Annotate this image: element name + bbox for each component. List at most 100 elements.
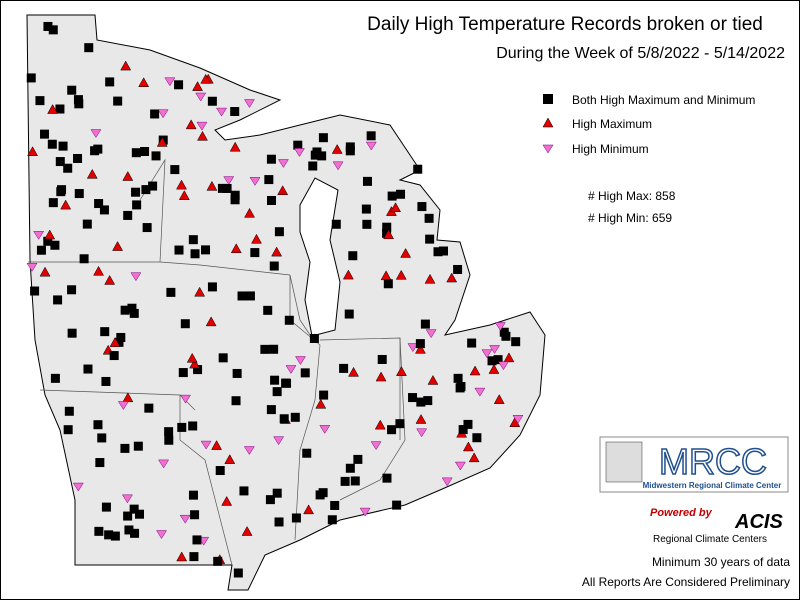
station-both [164, 435, 174, 445]
station-high-min [121, 494, 133, 504]
station-both [233, 568, 243, 578]
station-both [309, 333, 319, 343]
station-both [43, 236, 53, 246]
station-high-min [474, 387, 486, 397]
station-both [279, 414, 289, 424]
subtitle: During the Week of 5/8/2022 - 5/14/2022 [496, 45, 785, 62]
station-both [40, 129, 50, 139]
station-both [230, 195, 240, 205]
station-both [231, 396, 241, 406]
acis-name: Regional Climate Centers [653, 534, 767, 545]
station-both [83, 364, 93, 374]
station-both [420, 319, 430, 329]
station-both [55, 157, 65, 167]
station-high-min [130, 272, 142, 282]
station-both [266, 405, 276, 415]
station-both [218, 353, 228, 363]
station-both [133, 441, 143, 451]
station-both [35, 96, 45, 106]
station-both [26, 73, 36, 83]
station-high-min [295, 356, 306, 365]
station-both [105, 77, 115, 87]
legend-label: High Maximum [572, 117, 652, 131]
station-both [215, 466, 225, 476]
station-both [129, 504, 139, 514]
station-high-max [230, 243, 242, 254]
station-high-max [120, 60, 132, 71]
station-both [377, 354, 387, 364]
station-high-max [503, 352, 515, 363]
station-high-max [176, 551, 188, 562]
station-both [463, 419, 473, 429]
station-high-max [271, 246, 283, 257]
station-both [345, 146, 355, 156]
footer-note: Minimum 30 years of data [652, 555, 790, 569]
station-both [272, 387, 282, 397]
station-both [140, 146, 150, 156]
station-high-max [104, 274, 116, 285]
station-high-max [488, 364, 500, 374]
station-both [141, 185, 151, 195]
station-both [239, 486, 249, 496]
station-high-min [164, 77, 176, 87]
border [319, 337, 406, 501]
station-both [413, 164, 423, 174]
station-both [213, 556, 223, 566]
station-both [30, 286, 40, 296]
station-both [416, 397, 426, 407]
legend-label: Both High Maximum and Minimum [572, 93, 755, 107]
station-both [67, 285, 77, 295]
station-both [188, 421, 198, 431]
station-both [353, 454, 363, 464]
station-both [177, 422, 187, 432]
border [289, 274, 311, 336]
mrcc-name: Midwestern Regional Climate Center [643, 481, 782, 490]
powered-by: Powered by [650, 507, 713, 519]
station-both [230, 190, 240, 200]
station-high-max [315, 398, 327, 409]
station-both [263, 305, 273, 315]
station-high-max [178, 190, 190, 200]
station-both [127, 303, 137, 313]
station-both [50, 240, 60, 250]
station-high-min [370, 441, 382, 451]
station-both [366, 131, 376, 141]
station-both [453, 264, 463, 274]
station-both [101, 502, 111, 512]
station-both [424, 213, 434, 223]
station-high-max [109, 337, 121, 347]
station-both [264, 175, 274, 185]
station-high-max [400, 247, 412, 258]
station-high-max [374, 419, 386, 430]
station-both [350, 476, 360, 486]
station-high-max [44, 229, 56, 240]
station-high-min [200, 440, 212, 450]
acis-logo: Powered by ACIS Regional Climate Centers [650, 507, 783, 545]
station-high-min [454, 461, 466, 471]
station-high-max [383, 229, 395, 240]
station-both [74, 99, 84, 109]
station-both [180, 319, 190, 329]
station-both [47, 139, 57, 149]
station-high-min [497, 361, 509, 371]
station-high-min [33, 231, 45, 240]
border [28, 261, 291, 276]
station-high-max [189, 358, 201, 369]
station-both [50, 373, 60, 383]
acis-text: ACIS [734, 511, 783, 533]
station-high-max [427, 374, 439, 385]
station-both [82, 219, 92, 229]
station-both [142, 223, 152, 233]
station-both [330, 500, 340, 510]
station-both [131, 187, 141, 197]
station-both [192, 535, 202, 545]
station-both [94, 199, 104, 209]
station-both [123, 511, 133, 521]
station-both [293, 140, 303, 150]
station-high-max [39, 266, 51, 277]
station-both [250, 248, 260, 258]
station-high-max [375, 371, 387, 382]
station-both [58, 141, 68, 151]
station-high-min [285, 365, 297, 374]
